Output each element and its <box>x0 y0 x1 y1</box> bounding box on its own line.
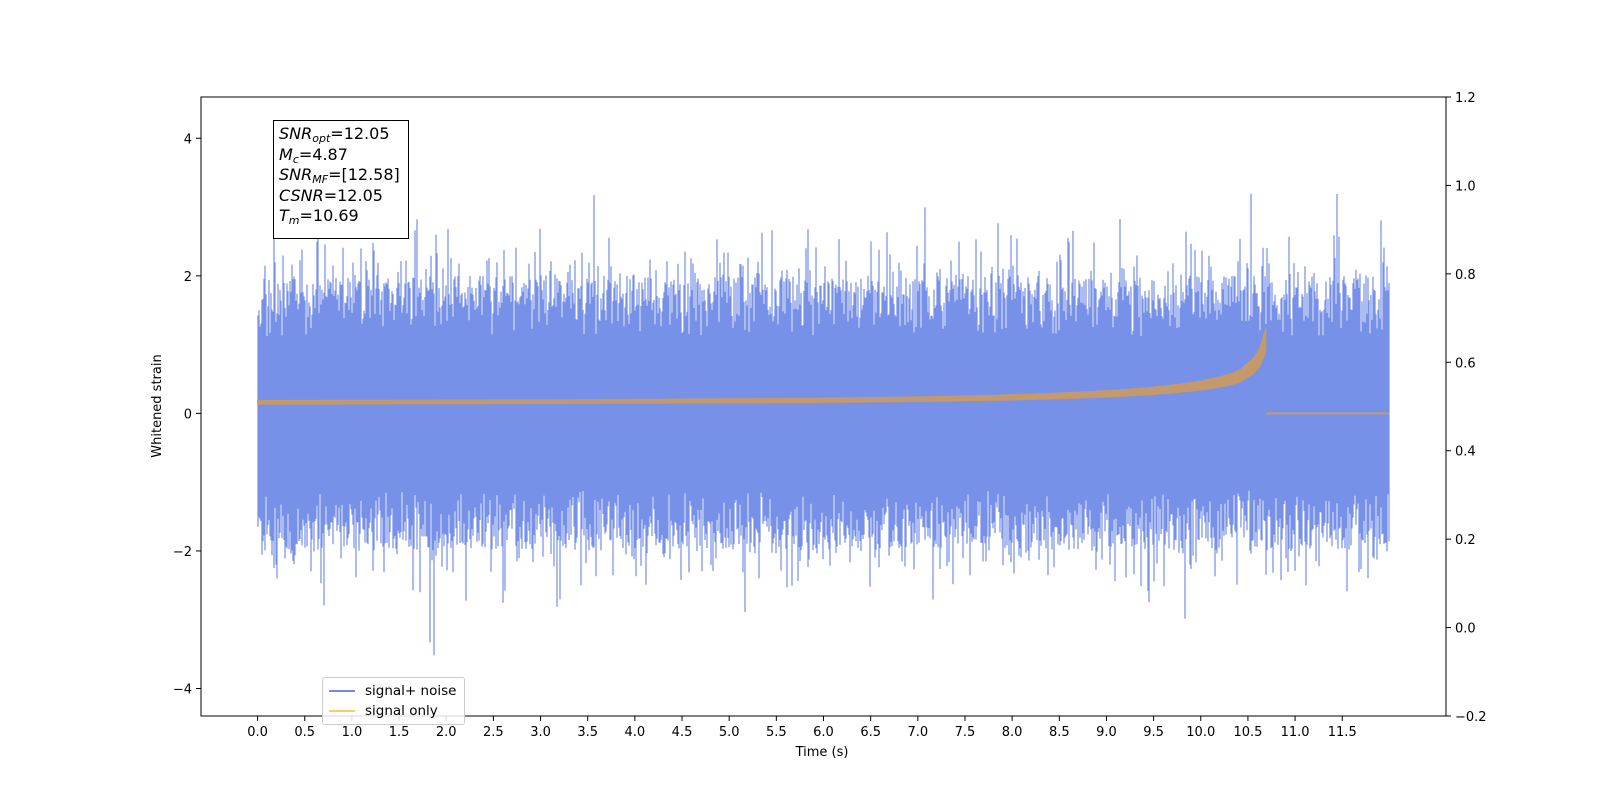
x-tick-label: 10.0 <box>1186 725 1215 740</box>
x-tick-label: 9.5 <box>1143 725 1164 740</box>
x-tick-label: 0.5 <box>294 725 315 740</box>
info-tm: Tm=10.69 <box>279 206 359 227</box>
x-tick-label: 7.5 <box>955 725 976 740</box>
x-tick-label: 2.5 <box>483 725 504 740</box>
y2-tick-label: 0.8 <box>1455 268 1476 283</box>
x-tick-label: 4.0 <box>625 725 646 740</box>
x-axis-label: Time (s) <box>795 745 849 760</box>
snr-info-box: SNRopt=12.05 Mc=4.87 SNRMF=[12.58] CSNR=… <box>273 120 409 239</box>
y-tick-label: 0 <box>184 407 192 422</box>
x-axis-ticks: 0.0 0.5 1.0 1.5 2.0 2.5 3.0 3.5 4.0 4.5 5.0 5.5 6.0 6… <box>247 716 1357 740</box>
y2-tick-label: 0.0 <box>1455 622 1476 637</box>
y-tick-label: −2 <box>173 545 192 560</box>
x-tick-label: 8.5 <box>1049 725 1070 740</box>
x-tick-label: 0.0 <box>247 725 268 740</box>
x-tick-label: 3.0 <box>530 725 551 740</box>
x-tick-label: 11.0 <box>1281 725 1310 740</box>
legend-label-signal-only: signal only <box>365 703 438 719</box>
x-tick-label: 5.5 <box>766 725 787 740</box>
y-axis-ticks: −4 −2 0 2 4 <box>173 132 201 697</box>
legend: signal+ noise signal only <box>322 677 465 725</box>
legend-label-signal-noise: signal+ noise <box>365 683 457 699</box>
x-tick-label: 3.5 <box>577 725 598 740</box>
x-tick-label: 8.0 <box>1002 725 1023 740</box>
y2-tick-label: 0.2 <box>1455 533 1476 548</box>
noise-trace <box>257 193 1390 656</box>
y2-axis-ticks: −0.2 0.0 0.2 0.4 0.6 0.8 1.0 1.2 <box>1446 91 1487 725</box>
info-csnr: CSNR=12.05 <box>279 185 383 205</box>
x-tick-label: 5.0 <box>719 725 740 740</box>
y-tick-label: 4 <box>184 132 192 147</box>
x-tick-label: 1.0 <box>342 725 363 740</box>
legend-swatch-signal-only <box>329 710 355 712</box>
x-tick-label: 10.5 <box>1233 725 1262 740</box>
y2-tick-label: −0.2 <box>1455 710 1487 725</box>
x-tick-label: 2.0 <box>436 725 457 740</box>
y2-tick-label: 1.2 <box>1455 91 1476 106</box>
y-tick-label: −4 <box>173 682 192 697</box>
legend-item-signal-only: signal only <box>329 701 458 721</box>
x-tick-label: 6.0 <box>813 725 834 740</box>
x-tick-label: 9.0 <box>1096 725 1117 740</box>
x-tick-label: 1.5 <box>389 725 410 740</box>
info-snr-opt: SNRopt=12.05 <box>279 124 390 145</box>
x-tick-label: 6.5 <box>860 725 881 740</box>
x-tick-label: 4.5 <box>672 725 693 740</box>
legend-swatch-signal-noise <box>329 690 355 692</box>
y2-tick-label: 0.6 <box>1455 356 1476 371</box>
y2-tick-label: 1.0 <box>1455 179 1476 194</box>
series-signal-only <box>257 327 1390 415</box>
x-tick-label: 11.5 <box>1328 725 1357 740</box>
info-snr-mf: SNRMF=[12.58] <box>279 165 400 186</box>
legend-item-signal-noise: signal+ noise <box>329 681 458 701</box>
series-signal-noise <box>257 193 1390 656</box>
y2-tick-label: 0.4 <box>1455 445 1476 460</box>
signal-chirp <box>257 327 1267 405</box>
y-tick-label: 2 <box>184 270 192 285</box>
info-mc: Mc=4.87 <box>279 144 348 166</box>
x-tick-label: 7.0 <box>907 725 928 740</box>
y-axis-label: Whitened strain <box>150 354 165 457</box>
